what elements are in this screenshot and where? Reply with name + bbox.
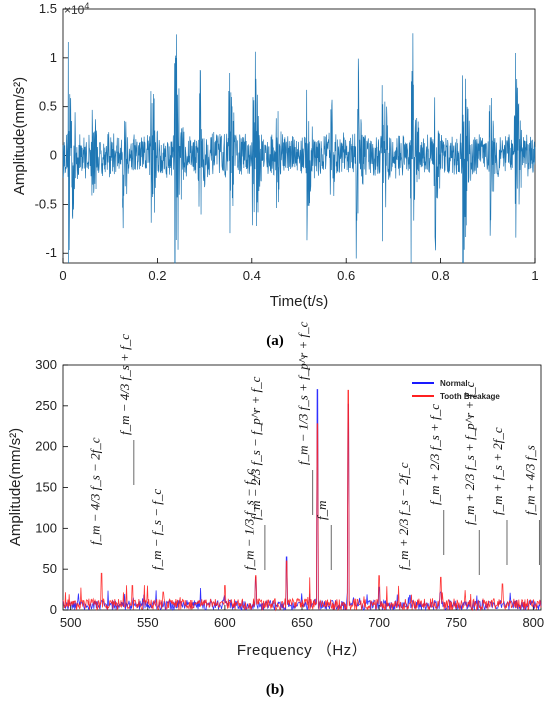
annotation-label: f_m − 4/3 f_s + f_c	[117, 334, 132, 435]
chart-b-y-tick-labels: 0 50 100 150 200 250 300	[35, 357, 57, 617]
chart-b: f_m − 4/3 f_s − 2f_cf_m − 4/3 f_s + f_cf…	[7, 321, 544, 698]
chart-b-y-tick-label: 100	[35, 520, 57, 535]
annotation-label: f_m + f_s + 2f_c	[490, 427, 505, 515]
annotation-label: f_m − 1/3 f_s − f_c	[242, 469, 257, 570]
chart-b-x-tick-label: 650	[291, 615, 313, 630]
chart-b-y-axis-label: Amplitude(mm/s²)	[7, 428, 24, 546]
chart-a-y-tick-label: 0.5	[39, 99, 57, 114]
chart-b-series-tooth-breakage	[62, 389, 542, 612]
chart-b-x-tick-label: 600	[214, 615, 236, 630]
chart-a-series-signal	[62, 33, 536, 264]
chart-b-y-tick-label: 0	[50, 602, 57, 617]
chart-b-annotations: f_m − 4/3 f_s − 2f_cf_m − 4/3 f_s + f_cf…	[88, 321, 540, 575]
chart-b-y-tick-label: 200	[35, 439, 57, 454]
chart-a-x-tick-labels: 0 0.2 0.4 0.6 0.8 1	[59, 268, 538, 283]
chart-a-x-tick-label: 0	[59, 268, 66, 283]
chart-a-caption: (a)	[266, 333, 284, 349]
chart-b-x-tick-label: 550	[137, 615, 159, 630]
chart-a: ×104 0 0.2 0.4 0.6 0.8 1 -1 -0.5 0 0.5 1 1.5 Time(…	[11, 1, 539, 349]
chart-b-normal-line	[62, 389, 542, 612]
chart-b-x-axis-label: Frequency （Hz）	[237, 642, 367, 659]
annotation-label: f_m + 2/3 f_s − 2f_c	[396, 462, 411, 570]
chart-a-x-axis-label: Time(t/s)	[270, 293, 329, 310]
chart-b-tooth-breakage-line	[62, 389, 542, 612]
annotation-label: f_m − 2/3 f_s − f_p^r + f_c	[248, 376, 263, 520]
annotation-label: f_m − 4/3 f_s − 2f_c	[88, 437, 103, 545]
chart-b-y-tick-label: 150	[35, 480, 57, 495]
annotation-label: f_m + 2/3 f_s + f_c	[427, 404, 442, 505]
chart-b-x-tick-label: 500	[60, 615, 82, 630]
chart-b-x-tick-label: 800	[522, 615, 544, 630]
legend-entry: Tooth Breakage	[440, 392, 500, 401]
annotation-label: f_m − f_s − f_c	[149, 489, 164, 570]
chart-a-exponent: ×104	[64, 1, 89, 17]
chart-a-y-tick-labels: -1 -0.5 0 0.5 1 1.5	[35, 1, 57, 260]
chart-a-plot-area	[62, 8, 536, 264]
chart-a-y-tick-label: 1.5	[39, 1, 57, 16]
chart-a-x-tick-label: 0.4	[243, 268, 261, 283]
annotation-label: f_m + 4/3 f_s	[522, 445, 537, 515]
chart-b-legend: Normal Tooth Breakage	[412, 379, 500, 401]
chart-a-x-tick-label: 0.8	[432, 268, 450, 283]
annotation-label: f_m + 2/3 f_s + f_p^r + f_c	[462, 381, 477, 525]
annotation-label: f_m − 1/3 f_s + f_p^r + f_c	[296, 321, 311, 465]
annotation-label: f_m	[314, 501, 329, 521]
chart-b-x-tick-label: 750	[445, 615, 467, 630]
chart-a-y-tick-label: -1	[45, 245, 57, 260]
chart-b-plot-area	[62, 364, 542, 611]
chart-a-y-tick-label: 0	[50, 148, 57, 163]
chart-a-y-tick-label: -0.5	[35, 196, 57, 211]
chart-b-y-tick-label: 50	[43, 561, 57, 576]
chart-b-y-tick-label: 250	[35, 398, 57, 413]
chart-b-series-normal	[62, 389, 542, 612]
chart-a-x-tick-label: 1	[531, 268, 538, 283]
chart-b-y-tick-label: 300	[35, 357, 57, 372]
chart-b-x-tick-label: 700	[368, 615, 390, 630]
chart-a-signal-line	[62, 33, 536, 264]
legend-entry: Normal	[440, 379, 468, 388]
chart-b-caption: (b)	[266, 682, 284, 698]
chart-a-y-axis-label: Amplitude(mm/s²)	[11, 77, 28, 195]
chart-a-x-tick-label: 0.2	[148, 268, 166, 283]
chart-a-y-tick-label: 1	[50, 50, 57, 65]
chart-b-x-tick-labels: 500 550 600 650 700 750 800	[60, 615, 544, 630]
chart-a-x-tick-label: 0.6	[337, 268, 355, 283]
